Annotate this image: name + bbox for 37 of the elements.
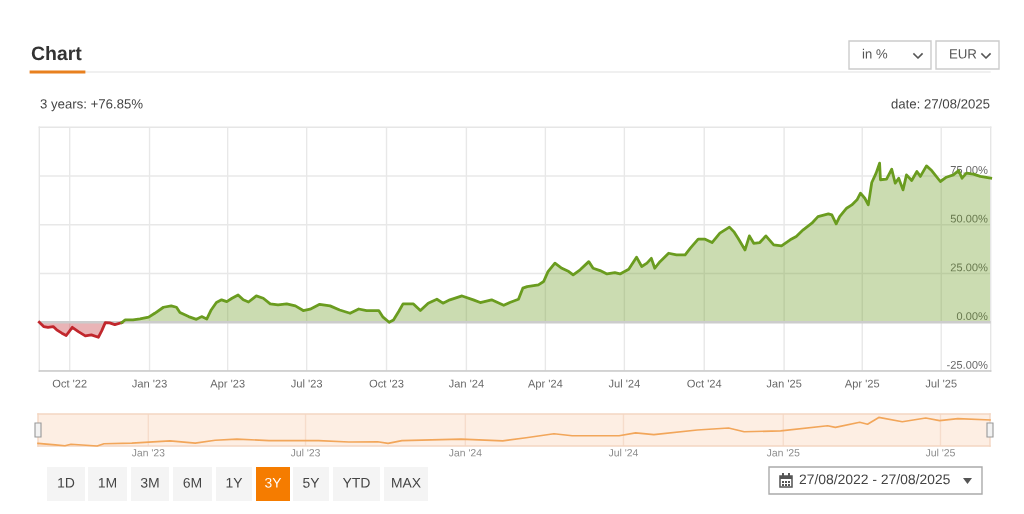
- text: EUR: [950, 49, 977, 59]
- text: YTD: [342, 478, 370, 488]
- x-tick-label: Apr '23: [210, 379, 245, 390]
- y-tick-label: 25.00%: [950, 263, 988, 272]
- x-tick-label: Jul '24: [608, 448, 639, 457]
- text: 3Y: [265, 477, 282, 488]
- x-tick-label: Jul '25: [925, 448, 955, 457]
- chart-subtitle: 3 years: +76.85%: [40, 99, 143, 112]
- x-tick-label: Jan '24: [448, 449, 482, 457]
- chart-title: Chart: [31, 45, 82, 61]
- x-tick-label: Jul '25: [925, 379, 957, 388]
- x-tick-label: Jan '24: [448, 379, 484, 388]
- x-tick-label: Jul '24: [608, 379, 640, 388]
- text: 1M: [98, 478, 117, 488]
- x-tick-label: Jul '23: [290, 379, 323, 388]
- x-tick-label: Jan '25: [766, 449, 800, 457]
- text: 3M: [140, 477, 159, 488]
- x-tick-label: Oct '24: [687, 379, 722, 388]
- text: 6M: [183, 477, 202, 488]
- x-tick-label: Oct '23: [369, 379, 404, 388]
- x-tick-label: Apr '25: [844, 379, 880, 390]
- y-tick-label: 0.00%: [956, 312, 988, 321]
- y-tick-label: 50.00%: [950, 214, 988, 223]
- text: 1D: [58, 478, 75, 488]
- y-tick-label: -25.00%: [947, 360, 988, 369]
- x-tick-label: Apr '24: [527, 379, 563, 390]
- text: 5Y: [303, 478, 320, 488]
- x-tick-label: Jan '23: [131, 449, 165, 457]
- x-tick-label: Jan '23: [131, 379, 167, 388]
- x-tick-label: Oct '22: [52, 379, 87, 388]
- text: 27/08/2022 - 27/08/2025: [799, 474, 950, 485]
- text: date: 27/08/2025: [891, 98, 990, 109]
- text: MAX: [392, 478, 421, 488]
- text: 1Y: [226, 478, 243, 488]
- x-tick-label: Jan '25: [766, 379, 802, 388]
- text: in %: [862, 48, 888, 59]
- x-tick-label: Jul '23: [290, 448, 320, 457]
